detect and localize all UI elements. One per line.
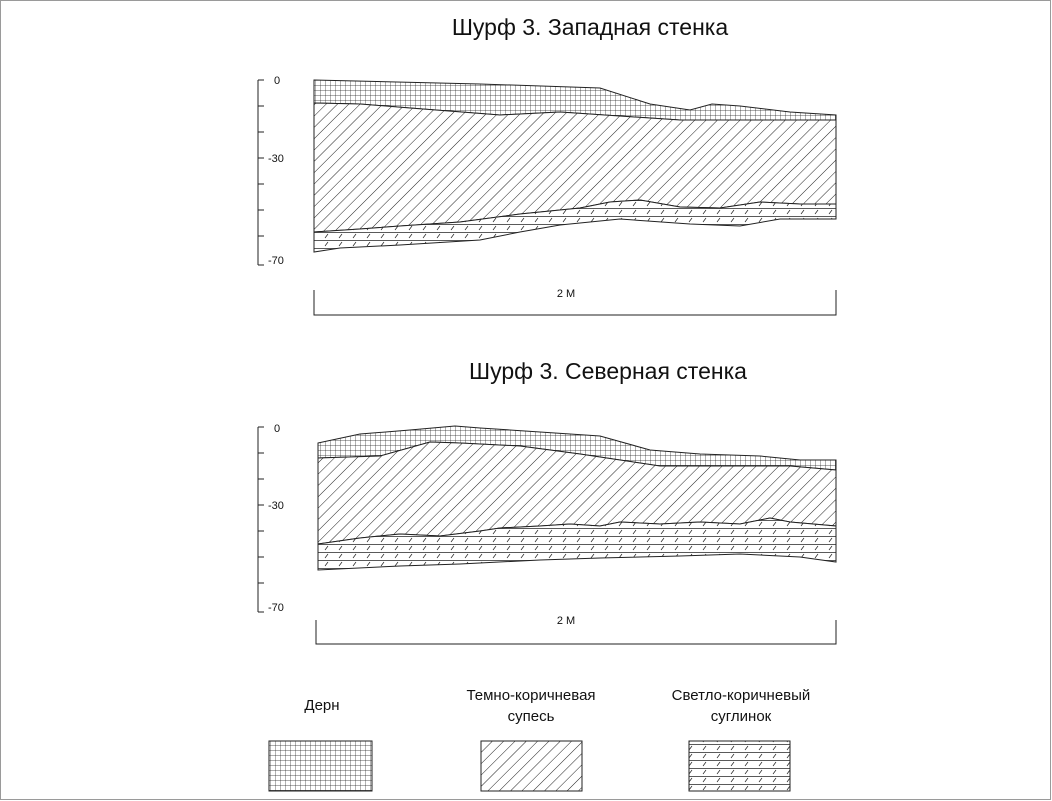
scale-label: 2 М — [557, 615, 575, 627]
scale-bar: 2 М — [315, 615, 837, 645]
legend-item-sod: Дерн — [268, 697, 373, 792]
depth-tick-label: -70 — [268, 602, 284, 614]
depth-tick-label: 0 — [274, 75, 280, 87]
legend-label: Темно-коричневая — [466, 687, 595, 704]
soil-layers — [317, 425, 837, 571]
section-title: Шурф 3. Западная стенка — [452, 14, 729, 40]
depth-tick-label: -30 — [268, 500, 284, 512]
section-title: Шурф 3. Северная стенка — [469, 358, 747, 384]
depth-axis: 0 -30 -70 — [257, 423, 284, 614]
layer-light-brown-loam — [317, 517, 837, 571]
legend-label: Дерн — [304, 697, 339, 714]
depth-tick-label: -70 — [268, 255, 284, 267]
depth-tick-label: -30 — [268, 153, 284, 165]
legend-item-dark-brown-sandy-loam: Темно-коричневая супесь — [466, 687, 596, 792]
legend-swatch-grid — [268, 740, 373, 792]
section-west-wall: Шурф 3. Западная стенка 0 -30 -70 2 М — [257, 14, 837, 316]
legend-label: супесь — [508, 708, 555, 725]
soil-layers — [313, 79, 837, 253]
depth-tick-label: 0 — [274, 423, 280, 435]
section-north-wall: Шурф 3. Северная стенка 0 -30 -70 2 М — [257, 358, 837, 645]
depth-axis: 0 -30 -70 — [257, 75, 284, 267]
legend-label: суглинок — [711, 708, 772, 725]
legend-swatch-diagonal — [480, 740, 583, 792]
scale-label: 2 М — [557, 288, 575, 300]
scale-bar: 2 М — [313, 288, 837, 316]
legend-swatch-dashed-lines — [688, 740, 791, 792]
legend-item-light-brown-loam: Светло-коричневый суглинок — [672, 687, 811, 792]
legend: Дерн Темно-коричневая супесь Светло-кори… — [268, 687, 811, 792]
layer-light-brown-loam — [313, 199, 837, 253]
legend-label: Светло-коричневый — [672, 687, 811, 704]
